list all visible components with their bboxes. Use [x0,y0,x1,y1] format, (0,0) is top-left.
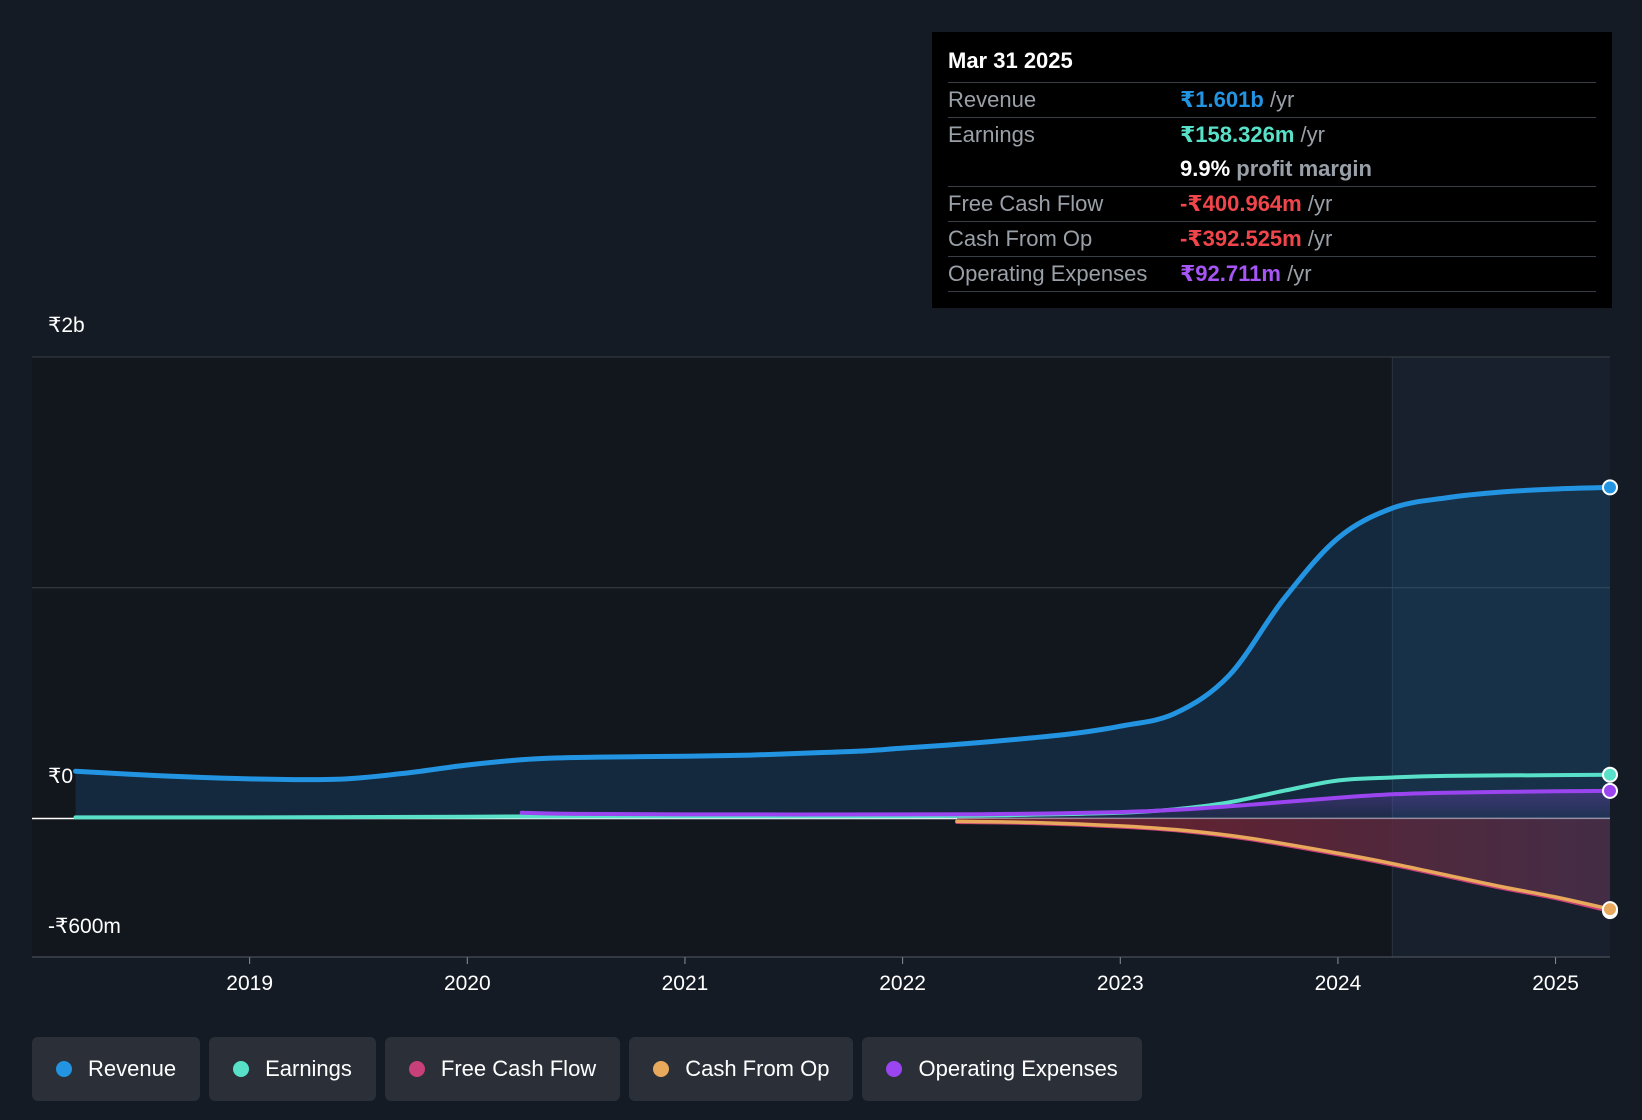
tooltip-date: Mar 31 2025 [948,46,1596,83]
cfo-line [955,819,1612,911]
tooltip-row-revenue: Revenue ₹1.601b /yr [948,83,1596,118]
legend-item-operating-expenses[interactable]: Operating Expenses [862,1037,1142,1101]
legend-label: Earnings [265,1056,352,1081]
tooltip-unit: /yr [1287,261,1312,286]
opex-line [519,788,1612,817]
cash-flow-area [957,818,1610,912]
legend-dot-icon [886,1061,903,1077]
tooltip-value: ₹1.601b /yr [1180,83,1294,117]
legend-item-earnings[interactable]: Earnings [209,1037,376,1101]
tooltip-label: Revenue [948,87,1037,112]
tooltip-unit: /yr [1307,226,1333,251]
legend-label: Cash From Op [685,1056,830,1081]
tooltip-label: Cash From Op [948,226,1093,251]
profit-margin-text: profit margin [1236,156,1372,181]
chart-legend: Revenue Earnings Free Cash Flow Cash Fro… [32,1037,1142,1101]
y-axis-label: ₹2b [48,314,85,337]
tooltip-revenue-value: ₹1.601b [1180,87,1264,112]
legend-label: Revenue [88,1056,177,1081]
x-axis-label: 2024 [1315,972,1362,995]
data-tooltip: Mar 31 2025 Revenue ₹1.601b /yr Earnings… [932,32,1612,308]
tooltip-row-fcf: Free Cash Flow -₹400.964m /yr [948,187,1596,222]
x-axis-label: 2020 [444,972,491,995]
tooltip-value: -₹400.964m /yr [1180,187,1332,221]
tooltip-label: Earnings [948,122,1035,147]
x-axis-label: 2023 [1097,972,1144,995]
tooltip-unit: /yr [1307,191,1333,216]
legend-dot-icon [653,1061,670,1077]
tooltip-cfo-value: -₹392.525m [1180,226,1302,251]
tooltip-label: Operating Expenses [948,261,1148,286]
tooltip-unit: /yr [1300,122,1325,147]
legend-dot-icon [408,1061,425,1077]
tooltip-row-cfo: Cash From Op -₹392.525m /yr [948,222,1596,257]
tooltip-unit: /yr [1269,87,1295,112]
revenue-line [73,484,1613,783]
x-axis-label: 2025 [1532,972,1579,995]
legend-item-free-cash-flow[interactable]: Free Cash Flow [384,1037,621,1101]
profit-margin-value: 9.9% [1180,156,1231,181]
tooltip-fcf-value: -₹400.964m [1180,191,1302,216]
legend-label: Operating Expenses [918,1056,1118,1081]
legend-item-cash-from-op[interactable]: Cash From Op [629,1037,854,1101]
x-axis-label: 2021 [662,972,709,995]
legend-label: Free Cash Flow [440,1056,597,1081]
legend-dot-icon [233,1061,250,1077]
opex-end-marker [1602,782,1618,799]
tooltip-value: -₹392.525m /yr [1180,222,1332,256]
tooltip-row-margin: 9.9% profit margin [948,152,1596,187]
tooltip-row-earnings: Earnings ₹158.326m /yr [948,118,1596,152]
tooltip-value: ₹92.711m /yr [1180,257,1312,291]
revenue-end-marker [1602,479,1618,496]
cfo-end-marker [1602,901,1618,918]
legend-item-revenue[interactable]: Revenue [32,1037,201,1101]
tooltip-value: ₹158.326m /yr [1180,118,1325,152]
tooltip-earnings-value: ₹158.326m [1180,122,1295,147]
legend-dot-icon [56,1061,72,1077]
earnings-end-marker [1602,766,1618,783]
tooltip-label: Free Cash Flow [948,191,1104,216]
x-axis-label: 2019 [226,972,273,995]
y-axis-label: ₹0 [48,765,73,788]
tooltip-opex-value: ₹92.711m [1180,261,1281,286]
revenue-area [75,487,1611,819]
tooltip-row-opex: Operating Expenses ₹92.711m /yr [948,257,1596,292]
tooltip-value: 9.9% profit margin [1180,152,1372,186]
y-axis-label: -₹600m [48,915,121,938]
x-axis-label: 2022 [879,972,926,995]
